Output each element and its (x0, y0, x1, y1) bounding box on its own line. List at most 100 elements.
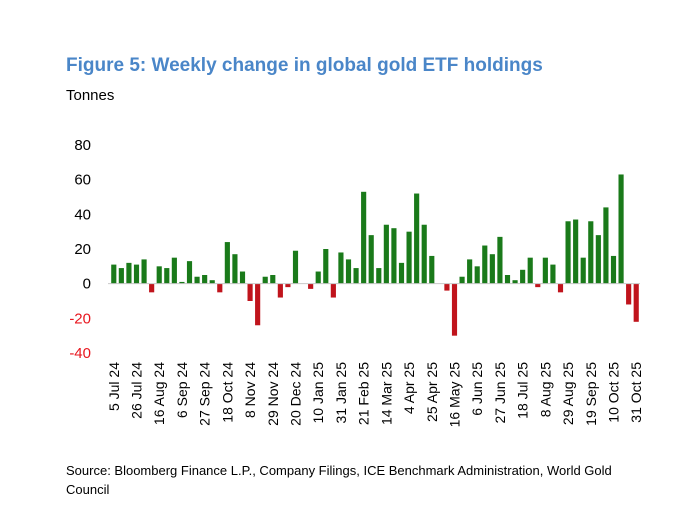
bar (610, 255, 617, 284)
bar (277, 283, 283, 298)
x-tick-label: 16 May 25 (447, 362, 463, 428)
bar (368, 235, 374, 284)
y-tick-label: 80 (74, 137, 91, 154)
bar (527, 257, 533, 284)
y-tick-label: -40 (69, 345, 91, 362)
bar (391, 228, 397, 284)
bar (345, 259, 352, 284)
bar (118, 268, 124, 284)
bar (255, 283, 261, 326)
source-note: Source: Bloomberg Finance L.P., Company … (66, 463, 612, 497)
y-axis-unit-label: Tonnes (66, 87, 115, 104)
bar (111, 264, 117, 284)
x-tick-label: 26 Jul 24 (129, 362, 145, 419)
bar (262, 276, 268, 284)
bar (376, 268, 382, 284)
bar (292, 250, 299, 284)
bar (270, 275, 276, 284)
bar (217, 283, 223, 293)
x-tick-label: 4 Apr 25 (401, 362, 417, 414)
bar (224, 242, 230, 284)
bar (565, 221, 571, 284)
bar (626, 283, 632, 305)
bar (414, 193, 420, 284)
x-tick-label: 8 Aug 25 (537, 362, 553, 417)
chart-title: Figure 5: Weekly change in global gold E… (66, 55, 543, 76)
bar (383, 224, 389, 284)
bar (315, 271, 321, 284)
bar (209, 280, 215, 284)
bar (595, 235, 601, 284)
bar (573, 219, 579, 284)
bar (398, 262, 405, 284)
bar (149, 283, 155, 293)
x-tick-label: 10 Oct 25 (606, 362, 622, 423)
bar (520, 269, 526, 284)
bar (618, 174, 624, 284)
bar (633, 283, 639, 322)
bar (550, 264, 556, 284)
bar (361, 191, 367, 284)
bar (133, 264, 140, 284)
bar (451, 283, 458, 336)
bar (126, 262, 132, 284)
y-tick-label: 20 (74, 241, 91, 258)
x-tick-label: 8 Nov 24 (242, 362, 258, 418)
y-tick-label: 40 (74, 206, 91, 223)
y-tick-label: -20 (69, 310, 91, 327)
bar (489, 254, 495, 284)
bar (156, 266, 162, 284)
x-tick-label: 10 Jan 25 (310, 362, 326, 424)
x-tick-label: 31 Jan 25 (333, 362, 349, 424)
bar (459, 276, 465, 284)
bar (429, 255, 435, 284)
bar (202, 275, 208, 284)
x-tick-label: 16 Aug 24 (151, 362, 167, 425)
bar (444, 283, 450, 291)
y-axis-ticks: 80 60 40 20 0 -20 -40 (69, 137, 91, 362)
bar (504, 275, 511, 284)
y-tick-label: 0 (83, 276, 91, 293)
bar (512, 280, 518, 284)
bar (330, 283, 336, 298)
bar (239, 271, 246, 284)
bar (474, 266, 480, 284)
bar (338, 252, 344, 284)
x-tick-label: 14 Mar 25 (378, 362, 394, 425)
bar (171, 257, 177, 284)
x-tick-label: 25 Apr 25 (424, 362, 440, 422)
bar (194, 276, 200, 284)
x-tick-label: 6 Sep 24 (174, 362, 190, 418)
bar (179, 281, 185, 284)
bar (353, 268, 359, 284)
bar (580, 257, 586, 284)
bar (141, 259, 147, 284)
y-tick-label: 60 (74, 172, 91, 189)
x-tick-label: 6 Jun 25 (469, 362, 485, 416)
x-tick-label: 18 Oct 24 (219, 362, 235, 423)
bar (535, 283, 541, 288)
x-tick-label: 29 Aug 25 (560, 362, 576, 425)
bar (285, 283, 291, 288)
bar (603, 207, 609, 284)
bar (308, 283, 314, 289)
bar (232, 254, 238, 284)
x-tick-label: 31 Oct 25 (628, 362, 644, 423)
bar (164, 268, 170, 284)
bar (247, 283, 253, 301)
bar (467, 259, 473, 284)
x-axis-ticks: 5 Jul 24 26 Jul 24 16 Aug 24 6 Sep 24 27 Sep… (106, 362, 644, 428)
x-tick-label: 18 Jul 25 (515, 362, 531, 419)
x-tick-label: 5 Jul 24 (106, 362, 122, 411)
bar (482, 245, 488, 284)
bar (186, 261, 193, 284)
bar (497, 236, 503, 284)
x-tick-label: 27 Sep 24 (197, 362, 213, 426)
bar (406, 231, 412, 284)
bar (323, 249, 329, 284)
bar (588, 221, 594, 284)
x-tick-label: 27 Jun 25 (492, 362, 508, 424)
bar (421, 224, 427, 284)
bar-series (111, 174, 639, 336)
